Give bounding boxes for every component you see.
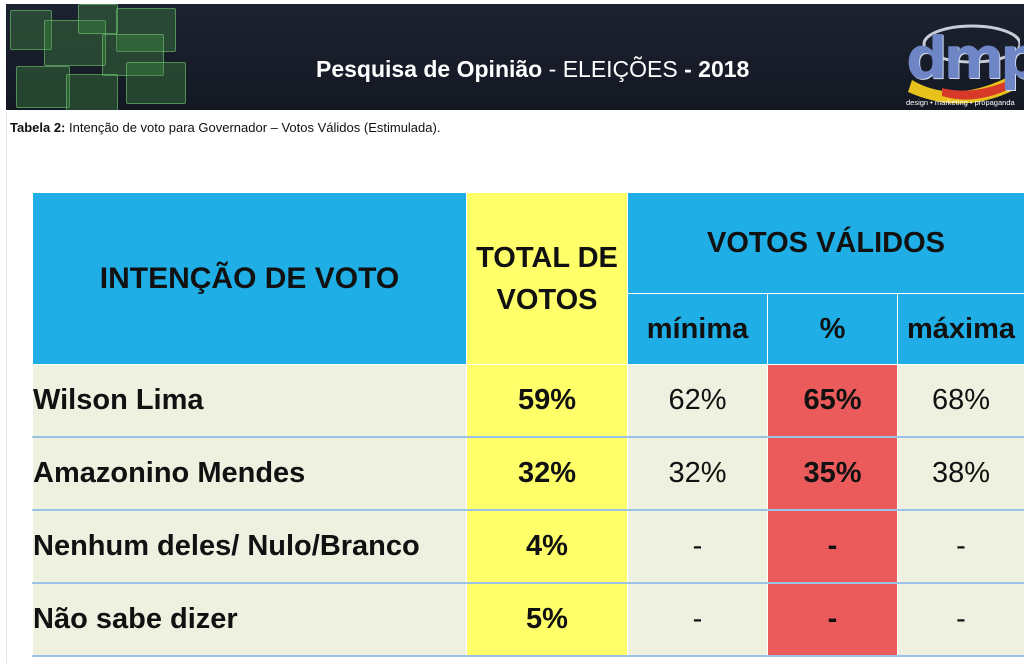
decor-square — [16, 66, 70, 108]
col-minima-header: mínima — [627, 293, 768, 365]
col-pct-header: % — [767, 293, 898, 365]
maxima-cell: 68% — [896, 364, 1024, 438]
table-row: Não sabe dizer 5% - - - — [32, 583, 1024, 657]
col-maxima-header: máxima — [896, 293, 1024, 365]
minima-cell: - — [627, 583, 768, 657]
decor-square — [10, 10, 52, 50]
col-total-header: TOTAL DE VOTOS — [466, 192, 628, 365]
table-row: Wilson Lima 59% 62% 65% 68% — [32, 364, 1024, 438]
decor-square — [78, 4, 118, 34]
header-banner: Pesquisa de Opinião - ELEIÇÕES - 2018 dm… — [6, 4, 1024, 110]
decor-square — [126, 62, 186, 104]
candidate-name: Não sabe dizer — [32, 583, 467, 657]
logo-tagline: design • marketing • propaganda — [906, 98, 1015, 107]
minima-cell: 62% — [627, 364, 768, 438]
minima-cell: 32% — [627, 437, 768, 511]
minima-cell: - — [627, 510, 768, 584]
logo-text: dmp — [906, 24, 1024, 92]
maxima-cell: 38% — [896, 437, 1024, 511]
total-votos-cell: 4% — [466, 510, 628, 584]
col-total-line1: TOTAL DE — [476, 241, 618, 274]
pct-cell: - — [767, 510, 898, 584]
title-year: - 2018 — [684, 56, 750, 82]
pct-cell: 65% — [767, 364, 898, 438]
title-bold: Pesquisa de Opinião — [316, 56, 543, 82]
decor-square — [44, 20, 106, 66]
decor-square — [66, 74, 118, 110]
total-votos-cell: 32% — [466, 437, 628, 511]
col-intencao-header: INTENÇÃO DE VOTO — [32, 192, 467, 365]
table-caption: Tabela 2: Intenção de voto para Governad… — [10, 120, 440, 135]
pct-cell: 35% — [767, 437, 898, 511]
decor-square — [116, 8, 176, 52]
title-light: ELEIÇÕES — [562, 56, 678, 82]
maxima-cell: - — [896, 510, 1024, 584]
total-votos-cell: 5% — [466, 583, 628, 657]
col-votos-validos-header: VOTOS VÁLIDOS — [626, 192, 1024, 294]
caption-text: Intenção de voto para Governador – Votos… — [65, 120, 441, 135]
pct-cell: - — [767, 583, 898, 657]
page-title: Pesquisa de Opinião - ELEIÇÕES - 2018 — [316, 56, 749, 88]
title-sep: - — [542, 56, 563, 82]
logo-swoosh-icon — [908, 24, 1020, 104]
table-row: Nenhum deles/ Nulo/Branco 4% - - - — [32, 510, 1024, 584]
dmp-logo: dmp design • marketing • propaganda — [902, 18, 1024, 110]
decor-square — [102, 34, 164, 76]
col-total-line2: VOTOS — [496, 283, 598, 316]
page-border — [6, 112, 7, 663]
candidate-name: Amazonino Mendes — [32, 437, 467, 511]
caption-label: Tabela 2: — [10, 120, 66, 135]
maxima-cell: - — [896, 583, 1024, 657]
table-row: Amazonino Mendes 32% 32% 35% 38% — [32, 437, 1024, 511]
vote-table: INTENÇÃO DE VOTO TOTAL DE VOTOS VOTOS VÁ… — [32, 192, 1024, 657]
candidate-name: Nenhum deles/ Nulo/Branco — [32, 510, 467, 584]
candidate-name: Wilson Lima — [32, 364, 467, 438]
total-votos-cell: 59% — [466, 364, 628, 438]
